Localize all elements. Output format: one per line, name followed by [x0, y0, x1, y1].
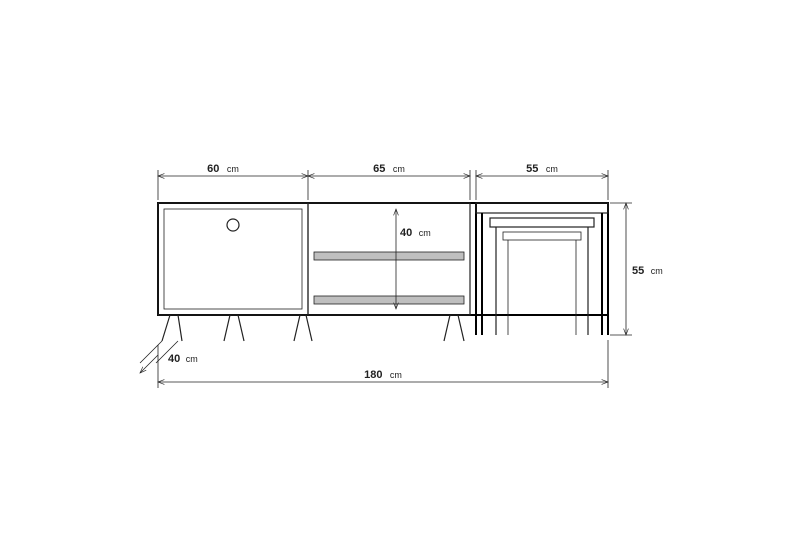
middle-shelves [308, 203, 470, 315]
svg-text:65 cm: 65 cm [373, 159, 405, 176]
dim-mid-height-value: 40 [400, 227, 412, 239]
dim-top-middle-value: 65 [373, 163, 385, 175]
shelf-upper [314, 252, 464, 260]
svg-text:180 cm: 180 cm [364, 365, 402, 382]
dim-top-left-unit: cm [227, 164, 239, 174]
furniture-dimension-diagram: 60 cm 65 cm 55 cm 40 cm 55 [0, 0, 800, 533]
dim-depth-unit: cm [186, 354, 198, 364]
dim-bottom-total: 180 cm [158, 340, 608, 388]
dim-top-middle-unit: cm [393, 164, 405, 174]
dim-top-middle: 65 cm [308, 159, 470, 200]
dim-top-right-value: 55 [526, 163, 538, 175]
dim-bottom-total-unit: cm [390, 370, 402, 380]
svg-text:40 cm: 40 cm [400, 223, 431, 240]
dim-right-height-value: 55 [632, 265, 644, 277]
cabinet-legs [162, 315, 464, 341]
dim-top-right: 55 cm [476, 159, 608, 200]
shelf-lower [314, 296, 464, 304]
dim-mid-height-unit: cm [419, 228, 431, 238]
dim-depth: 40 cm [140, 349, 198, 373]
svg-text:55 cm: 55 cm [526, 159, 558, 176]
dim-top-right-unit: cm [546, 164, 558, 174]
left-cabinet-door [158, 203, 308, 315]
dim-right-height-unit: cm [651, 266, 663, 276]
cabinet-body [158, 203, 608, 335]
dim-right-height: 55 cm [610, 203, 663, 335]
dim-top-left: 60 cm [158, 159, 308, 200]
svg-text:55 cm: 55 cm [632, 261, 663, 278]
svg-text:60 cm: 60 cm [207, 159, 239, 176]
door-knob [227, 219, 239, 231]
dim-depth-value: 40 [168, 353, 180, 365]
dim-top-left-value: 60 [207, 163, 219, 175]
dim-bottom-total-value: 180 [364, 369, 382, 381]
svg-text:40 cm: 40 cm [168, 349, 198, 366]
